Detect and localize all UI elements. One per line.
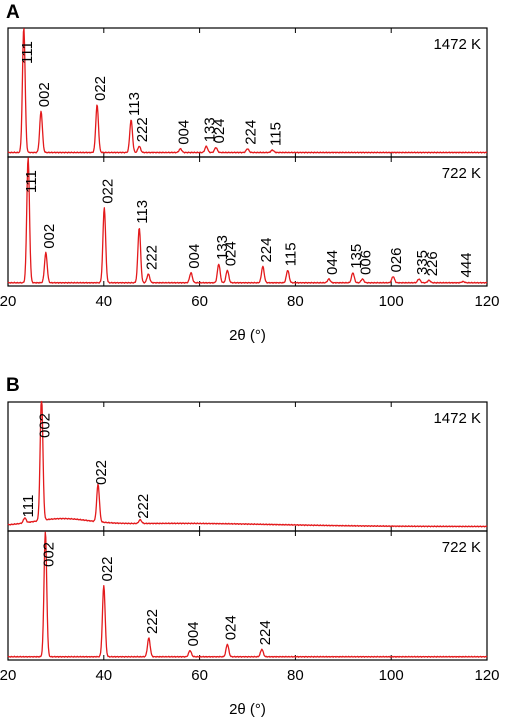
panel-a-letter: A — [6, 2, 20, 23]
x-tick-label: 120 — [474, 667, 499, 684]
plot-frame — [7, 401, 488, 532]
x-tick-label: 80 — [287, 293, 304, 310]
peak-label-044: 044 — [324, 250, 341, 275]
peak-label-111: 111 — [20, 495, 37, 518]
peak-label-022: 022 — [92, 76, 109, 101]
x-tick-label: 40 — [95, 667, 112, 684]
panel-b-722k-plot: 002 022 222 004 024 224 722 K — [7, 530, 488, 661]
peak-label-002: 002 — [40, 542, 57, 567]
x-tick-label: 80 — [287, 667, 304, 684]
peak-label-026: 026 — [388, 247, 405, 272]
xrd-trace — [7, 28, 488, 154]
peak-label-135: 135 — [348, 244, 365, 269]
peak-label-024: 024 — [211, 118, 228, 143]
peak-label-133: 133 — [214, 235, 231, 260]
peak-label-222: 222 — [143, 245, 160, 270]
x-tick-label: 100 — [379, 667, 404, 684]
peak-label-022: 022 — [93, 460, 110, 485]
plot-frame — [7, 530, 488, 661]
x-tick-label: 20 — [0, 293, 16, 310]
plot-frame — [7, 156, 488, 287]
peak-label-024: 024 — [222, 241, 239, 266]
peak-label-004: 004 — [185, 621, 202, 646]
x-tick-label: 60 — [191, 293, 208, 310]
temperature-label: 1472 K — [433, 410, 481, 427]
peak-label-022: 022 — [99, 556, 116, 581]
peak-label-022: 022 — [99, 179, 116, 204]
peak-label-133: 133 — [201, 117, 218, 142]
panel-b-1472k-plot: 111 002 022 222 1472 K — [7, 400, 488, 532]
x-tick-label: 20 — [0, 667, 16, 684]
peak-label-444: 444 — [458, 252, 475, 277]
panel-a-x-axis: 20 40 60 80 100 120 2θ (°) — [0, 293, 500, 344]
peak-label-222: 222 — [135, 494, 152, 519]
temperature-label: 1472 K — [433, 36, 481, 53]
peak-label-004: 004 — [186, 244, 203, 269]
x-tick-label: 60 — [191, 667, 208, 684]
peak-label-224: 224 — [258, 237, 275, 262]
peak-label-224: 224 — [243, 120, 260, 145]
x-tick-label: 120 — [474, 293, 499, 310]
peak-label-115: 115 — [267, 122, 284, 146]
xrd-trace — [7, 157, 488, 284]
peak-label-006: 006 — [358, 250, 375, 275]
x-tick-label: 100 — [379, 293, 404, 310]
temperature-label: 722 K — [442, 165, 481, 182]
x-axis-title: 2θ (°) — [229, 327, 266, 344]
panel-b-letter: B — [6, 375, 20, 396]
peak-label-111: 111 — [23, 170, 40, 193]
peak-label-002: 002 — [37, 413, 54, 438]
peak-label-224: 224 — [257, 620, 274, 645]
peak-label-335: 335 — [414, 250, 431, 275]
peak-label-002: 002 — [36, 82, 53, 107]
x-tick-label: 40 — [95, 293, 112, 310]
temperature-label: 722 K — [442, 539, 481, 556]
peak-label-113: 113 — [126, 92, 143, 116]
panel-b-x-axis: 20 40 60 80 100 120 2θ (°) — [0, 667, 500, 718]
peak-label-004: 004 — [175, 120, 192, 145]
peak-label-024: 024 — [222, 615, 239, 640]
x-axis-title: 2θ (°) — [229, 701, 266, 718]
peak-label-002: 002 — [41, 224, 58, 249]
peak-label-222: 222 — [134, 117, 151, 142]
peak-label-226: 226 — [424, 251, 441, 276]
xrd-trace — [7, 400, 488, 528]
peak-label-111: 111 — [19, 41, 36, 64]
peak-label-113: 113 — [134, 200, 151, 224]
xrd-trace — [7, 531, 488, 658]
peak-label-115: 115 — [283, 242, 300, 266]
peak-label-222: 222 — [144, 609, 161, 634]
